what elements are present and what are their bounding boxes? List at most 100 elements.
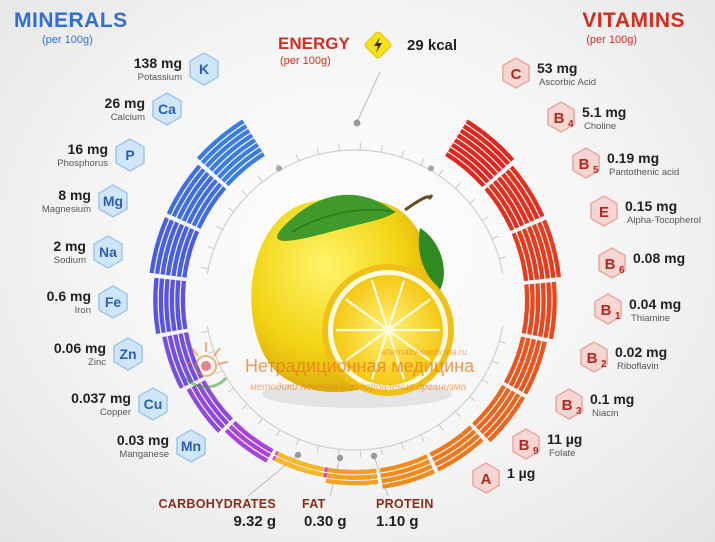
mineral-bar-1 xyxy=(181,175,214,222)
mineral-amount: 16 mg xyxy=(67,141,108,157)
vitamin-bar-5 xyxy=(476,387,511,431)
mineral-bar-1 xyxy=(171,168,206,218)
vitamin-symbol: B xyxy=(562,397,573,414)
mineral-bar-4 xyxy=(173,334,194,384)
vitamin-bar-1 xyxy=(484,187,515,231)
vitamin-bar-5 xyxy=(483,393,521,439)
mineral-bar-3 xyxy=(158,278,166,334)
mineral-badge: Ca xyxy=(150,92,184,126)
vitamin-badge: A xyxy=(470,462,502,494)
mineral-amount: 0.03 mg xyxy=(116,432,169,448)
vitamin-amount: 53 mg xyxy=(537,60,578,76)
mineral-bar-0 xyxy=(213,138,257,176)
vitamin-bar-1 xyxy=(488,183,520,229)
vitamin-bar-9 xyxy=(276,451,325,472)
macro-protein-value: 1.10 g xyxy=(376,513,419,530)
vitamin-symbol: B xyxy=(605,256,616,273)
watermark-logo-icon xyxy=(172,338,244,398)
vitamins-subtitle: (per 100g) xyxy=(586,34,637,46)
vitamin-subscript: 3 xyxy=(576,406,582,417)
vitamin-bar-0 xyxy=(448,147,490,184)
vitamin-symbol: E xyxy=(599,204,609,221)
mineral-badge: Mn xyxy=(174,429,208,463)
vitamin-bar-5 xyxy=(487,396,526,443)
mineral-badge: Fe xyxy=(96,285,130,319)
vitamin-bar-7 xyxy=(379,454,429,473)
vitamin-bar-7 xyxy=(381,464,433,484)
mineral-bar-2 xyxy=(149,217,169,274)
vitamin-bar-4 xyxy=(503,336,526,384)
vitamin-amount: 5.1 mg xyxy=(582,104,627,120)
vitamin-bar-6 xyxy=(434,433,480,467)
mineral-badge: Zn xyxy=(111,337,145,371)
mineral-bar-3 xyxy=(153,277,161,334)
mineral-badge: K xyxy=(187,52,221,86)
mineral-amount: 0.06 mg xyxy=(53,340,106,356)
vitamin-bar-1 xyxy=(501,172,535,222)
vitamin-bar-4 xyxy=(523,341,547,395)
mineral-symbol: K xyxy=(199,61,209,77)
mineral-bar-3 xyxy=(180,280,188,330)
vitamin-bar-4 xyxy=(513,338,536,390)
mineral-bar-5 xyxy=(186,387,222,433)
vitamin-bar-0 xyxy=(453,138,498,177)
mineral-symbol: Zn xyxy=(119,346,136,362)
macro-carbohydrates-label: CARBOHYDRATES xyxy=(158,497,276,511)
mineral-badge: Mg xyxy=(96,184,130,218)
vitamin-name: Folate xyxy=(549,448,576,459)
vitamin-bar-4 xyxy=(518,340,542,392)
mineral-symbol: Na xyxy=(99,244,117,260)
vitamin-bar-8 xyxy=(326,473,378,480)
vitamin-bar-0 xyxy=(462,124,511,166)
vitamin-amount: 0.1 mg xyxy=(590,391,635,407)
vitamin-bar-5 xyxy=(472,385,506,427)
mineral-badge: Cu xyxy=(136,387,170,421)
mineral-name: Calcium xyxy=(110,112,145,123)
mineral-bar-5 xyxy=(191,385,226,430)
vitamin-bar-2 xyxy=(531,223,551,279)
mineral-symbol: Cu xyxy=(144,396,163,412)
mineral-amount: 26 mg xyxy=(104,95,145,111)
vitamin-bar-0 xyxy=(450,142,494,180)
vitamin-bar-1 xyxy=(497,176,530,225)
vitamin-amount: 0.15 mg xyxy=(625,198,678,214)
vitamin-name: Thiamine xyxy=(631,313,671,324)
vitamin-subscript: 4 xyxy=(568,119,574,130)
vitamin-bar-1 xyxy=(505,169,540,220)
mineral-name: Magnesium xyxy=(41,204,91,215)
lemon-illustration xyxy=(251,194,454,408)
vitamin-bar-2 xyxy=(537,221,556,278)
vitamin-bar-6 xyxy=(436,437,484,472)
vitamin-subscript: 9 xyxy=(533,446,539,457)
vitamin-subscript: 5 xyxy=(593,165,599,176)
mineral-bar-4 xyxy=(167,335,189,387)
watermark-title: Нетрадиционная медицина xyxy=(245,356,475,376)
vitamin-bar-9 xyxy=(273,456,324,477)
vitamin-bar-2 xyxy=(511,232,529,282)
mineral-bar-2 xyxy=(160,221,179,275)
vitamin-bar-3 xyxy=(543,282,552,339)
mineral-bar-5 xyxy=(201,380,233,422)
mineral-name: Manganese xyxy=(119,449,169,460)
mineral-name: Phosphorus xyxy=(57,158,108,169)
mineral-bar-6 xyxy=(224,428,269,463)
vitamin-name: Riboflavin xyxy=(617,361,659,372)
mineral-bar-2 xyxy=(154,219,174,275)
vitamin-subscript: 6 xyxy=(619,265,625,276)
mineral-bar-0 xyxy=(204,128,251,168)
vitamin-bar-1 xyxy=(492,179,525,227)
mineral-symbol: P xyxy=(125,147,134,163)
vitamin-bar-0 xyxy=(459,128,506,169)
vitamin-bar-3 xyxy=(532,283,541,336)
vitamin-bar-5 xyxy=(479,390,516,435)
mineral-bar-4 xyxy=(178,333,199,382)
mineral-bar-0 xyxy=(225,152,265,187)
vitamin-bar-0 xyxy=(456,133,502,173)
mineral-amount: 0.037 mg xyxy=(71,390,131,406)
